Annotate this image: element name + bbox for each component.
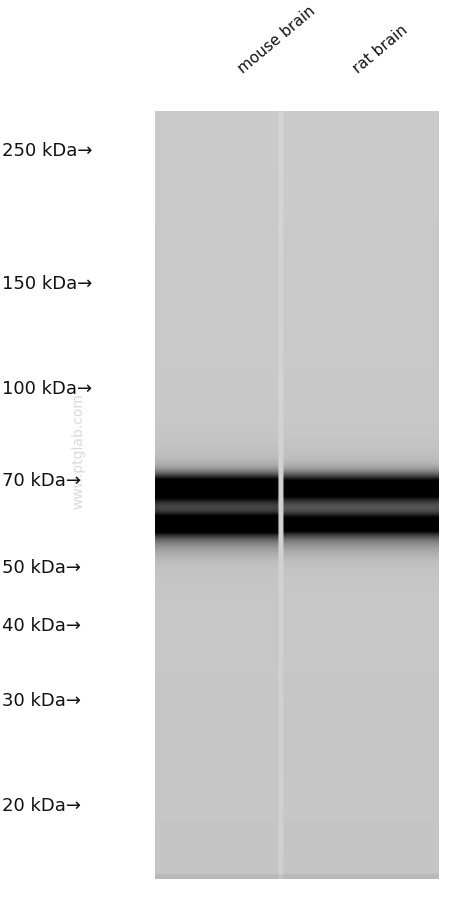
Text: 50 kDa→: 50 kDa→ xyxy=(2,559,81,576)
Text: 40 kDa→: 40 kDa→ xyxy=(2,617,81,634)
Text: 250 kDa→: 250 kDa→ xyxy=(2,143,93,161)
Text: 150 kDa→: 150 kDa→ xyxy=(2,274,93,292)
Text: mouse brain: mouse brain xyxy=(236,4,319,77)
Text: rat brain: rat brain xyxy=(351,23,410,77)
Text: 100 kDa→: 100 kDa→ xyxy=(2,380,92,398)
Text: 70 kDa→: 70 kDa→ xyxy=(2,472,81,490)
Text: 20 kDa→: 20 kDa→ xyxy=(2,796,81,814)
Text: 30 kDa→: 30 kDa→ xyxy=(2,691,81,709)
Text: www.ptglab.com: www.ptglab.com xyxy=(72,393,86,509)
